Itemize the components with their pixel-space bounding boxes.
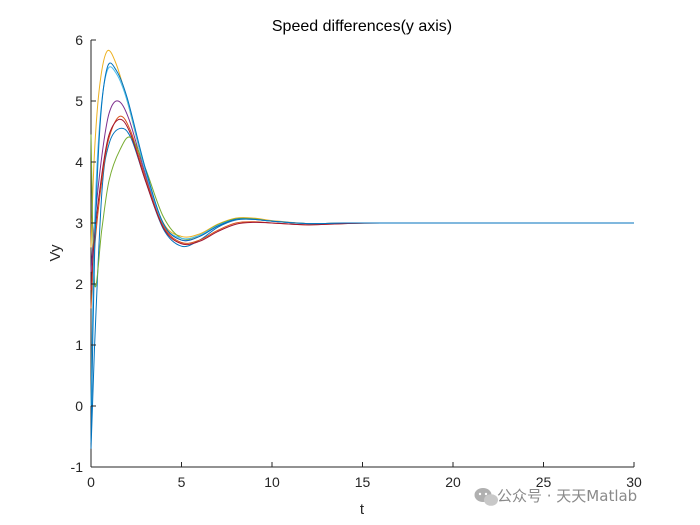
y-tick-label: 0 <box>75 398 83 414</box>
watermark: 公众号 · 天天Matlab <box>474 487 637 506</box>
series-line-6 <box>90 66 634 407</box>
axes-box <box>90 40 634 468</box>
wechat-icon <box>474 488 498 506</box>
y-axis-ticks: -1 0 1 2 3 4 5 6 <box>71 32 96 475</box>
y-axis-label: Vy <box>47 244 64 261</box>
x-axis-ticks: 0 5 10 15 20 25 30 <box>87 462 642 490</box>
series-line-1 <box>90 127 634 449</box>
x-tick-label: 20 <box>445 474 461 490</box>
x-tick-label: 5 <box>178 474 186 490</box>
y-tick-label: 5 <box>75 93 83 109</box>
series-line-7 <box>90 118 634 291</box>
x-tick-label: 0 <box>87 474 95 490</box>
series-line-2 <box>90 115 634 309</box>
y-tick-label: -1 <box>71 459 84 475</box>
series-layer <box>90 49 634 449</box>
watermark-text: 公众号 · 天天Matlab <box>497 487 637 505</box>
x-tick-label: 30 <box>626 474 642 490</box>
y-tick-label: 4 <box>75 154 83 170</box>
chart-title: Speed differences(y axis) <box>272 18 452 35</box>
y-tick-label: 1 <box>75 337 83 353</box>
x-axis-label: t <box>360 501 365 518</box>
series-line-8 <box>90 62 634 443</box>
x-tick-label: 10 <box>264 474 280 490</box>
series-line-5 <box>90 134 634 288</box>
x-tick-label: 25 <box>536 474 552 490</box>
y-tick-label: 2 <box>75 276 83 292</box>
y-tick-label: 3 <box>75 215 83 231</box>
series-line-4 <box>90 100 634 272</box>
series-line-3 <box>90 49 634 248</box>
x-tick-label: 15 <box>355 474 371 490</box>
y-tick-label: 6 <box>75 32 83 48</box>
